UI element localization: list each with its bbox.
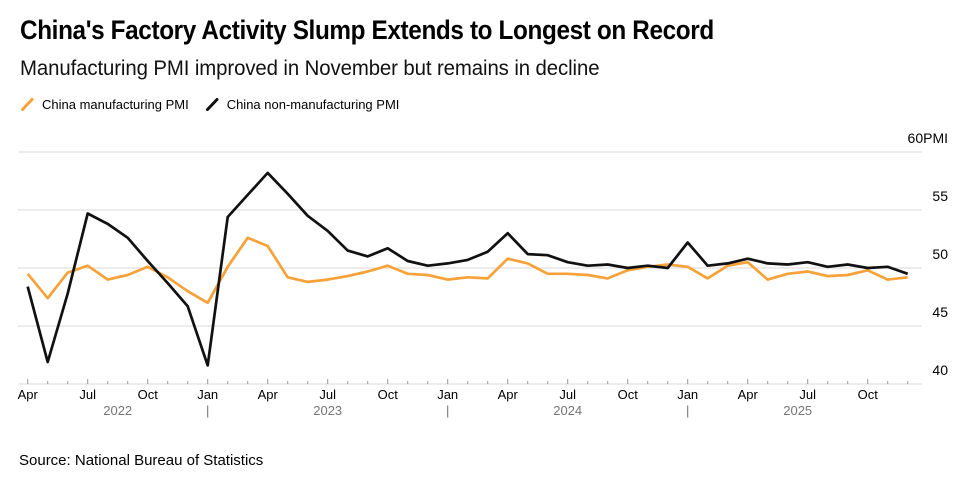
pmi-line-chart: 60PMI 55 50 45 40 Apr Jul Oct Jan Apr Jul Oct Jan Apr… (18, 130, 949, 418)
legend-label-non-manufacturing: China non-manufacturing PMI (226, 97, 400, 112)
x-tick-label: Oct (378, 387, 399, 402)
year-separator: | (446, 403, 449, 418)
legend: China manufacturing PMI China non-manufa… (20, 97, 399, 112)
x-tick-label: Oct (138, 387, 159, 402)
legend-swatch-line (205, 98, 219, 111)
x-tick-label: Apr (18, 387, 39, 402)
year-label: 2023 (313, 403, 342, 418)
x-tick-label: Oct (858, 387, 879, 402)
x-tick-label: Jul (559, 387, 576, 402)
x-tick-label: Jan (677, 387, 698, 402)
legend-swatch-line (21, 98, 34, 111)
line-swatch-icon (21, 98, 34, 111)
y-axis-label: 60PMI (908, 130, 948, 146)
series-line-non-manufacturing (26, 171, 909, 367)
year-label: 2025 (783, 403, 812, 418)
x-tick-label: Oct (618, 387, 639, 402)
year-label: 2024 (553, 403, 582, 418)
x-tick-label: Jul (79, 387, 96, 402)
chart-subtitle: Manufacturing PMI improved in November b… (20, 57, 600, 80)
x-tick-label: Jul (319, 387, 336, 402)
x-tick-label: Jan (197, 387, 218, 402)
y-axis-label: 50 (932, 246, 948, 262)
y-axis-label: 55 (932, 188, 948, 204)
x-tick-label: Jul (799, 387, 816, 402)
chart-area: 60PMI 55 50 45 40 Apr Jul Oct Jan Apr Jul Oct Jan Apr… (0, 126, 959, 432)
y-axis-label: 40 (932, 362, 948, 378)
legend-item-non-manufacturing: China non-manufacturing PMI (205, 97, 400, 112)
x-tick-label: Apr (498, 387, 519, 402)
series-line-manufacturing (26, 236, 908, 305)
page-title: China's Factory Activity Slump Extends t… (20, 15, 714, 45)
legend-item-manufacturing: China manufacturing PMI (20, 97, 189, 112)
x-tick-label: Jan (437, 387, 458, 402)
y-axis-label: 45 (932, 304, 948, 320)
year-label: 2022 (103, 403, 132, 418)
x-tick-label: Apr (258, 387, 279, 402)
year-separator: | (686, 403, 689, 418)
year-separator: | (206, 403, 209, 418)
legend-label-manufacturing: China manufacturing PMI (42, 97, 189, 112)
source-credit: Source: National Bureau of Statistics (19, 452, 264, 469)
x-tick-label: Apr (738, 387, 759, 402)
line-swatch-icon (205, 98, 219, 111)
